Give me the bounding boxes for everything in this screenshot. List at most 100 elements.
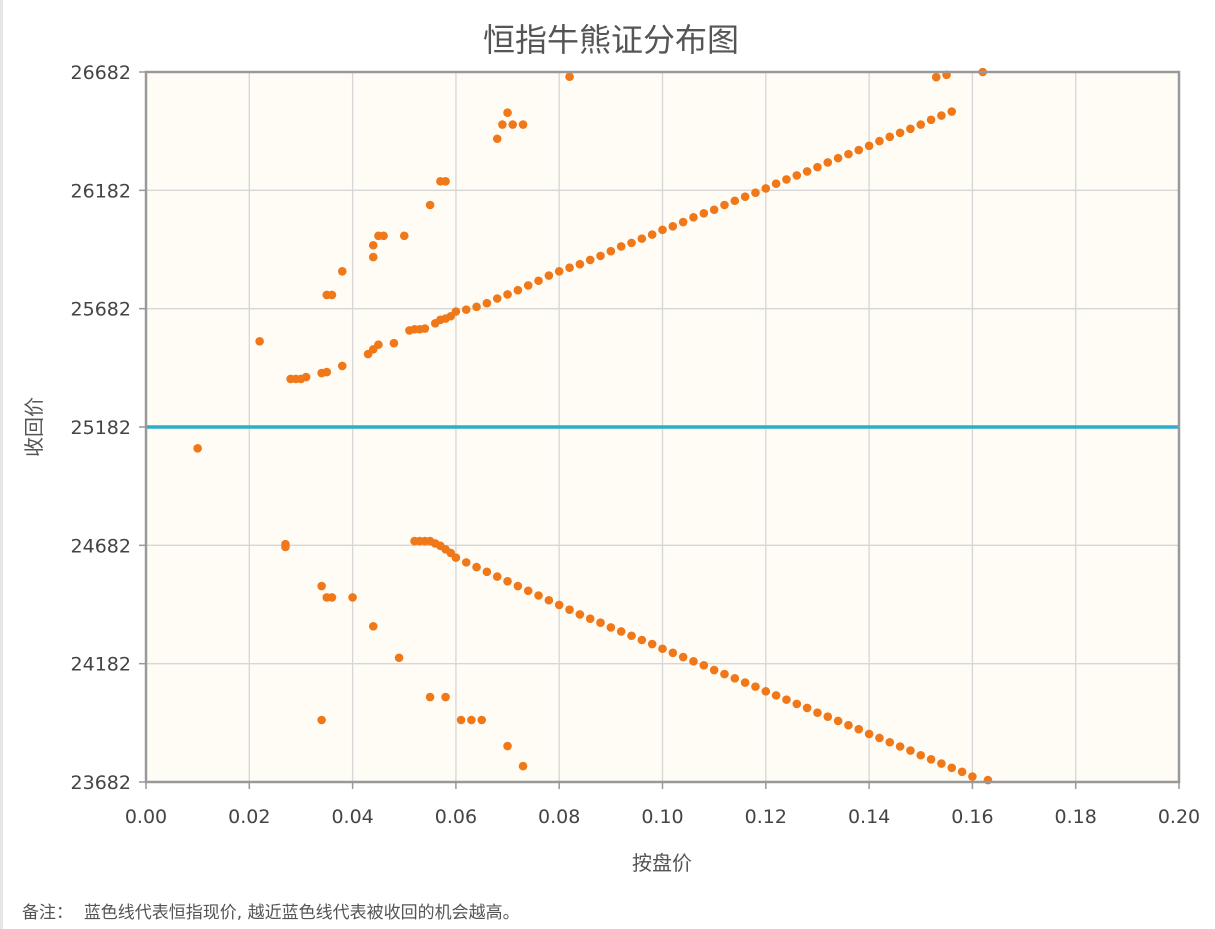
data-point: [782, 695, 791, 704]
data-point: [503, 577, 512, 586]
data-point: [503, 108, 512, 118]
data-point: [451, 553, 461, 562]
data-point: [565, 605, 574, 615]
data-point: [544, 271, 554, 280]
data-point: [616, 627, 626, 636]
footnote-text: 蓝色线代表恒指现价, 越近蓝色线代表被收回的机会越高。: [83, 903, 520, 923]
data-point: [565, 263, 574, 273]
data-point: [389, 338, 399, 348]
y-tick-label: 26182: [71, 180, 131, 202]
data-point: [575, 259, 585, 269]
data-point: [668, 222, 678, 231]
data-point: [425, 692, 435, 702]
x-tick-label: 0.06: [435, 806, 477, 828]
data-point: [792, 171, 802, 180]
data-point: [647, 230, 657, 239]
data-point: [554, 266, 564, 276]
data-point: [895, 742, 905, 751]
data-point: [957, 767, 967, 777]
data-point: [513, 285, 523, 295]
data-point: [492, 294, 502, 303]
data-point: [637, 635, 647, 645]
data-point: [875, 136, 884, 146]
data-point: [472, 562, 481, 572]
data-point: [771, 691, 781, 700]
data-point: [606, 246, 616, 256]
data-point: [699, 661, 709, 670]
data-point: [518, 120, 528, 129]
data-point: [813, 708, 822, 717]
data-point: [854, 145, 864, 155]
data-point: [926, 115, 936, 125]
data-point: [658, 225, 667, 235]
data-point: [854, 724, 864, 734]
data-point: [534, 276, 543, 286]
data-point: [503, 741, 512, 751]
data-point: [689, 657, 698, 666]
data-point: [678, 652, 688, 662]
data-point: [554, 600, 564, 610]
data-point: [740, 678, 750, 687]
data-point: [467, 715, 476, 725]
data-point: [802, 703, 812, 713]
x-axis-title: 按盘价: [632, 851, 692, 875]
data-point: [916, 120, 926, 129]
data-point: [492, 134, 502, 144]
data-point: [947, 107, 957, 116]
data-point: [885, 737, 895, 747]
data-point: [709, 665, 719, 675]
x-tick-label: 0.02: [228, 806, 270, 828]
data-point: [968, 772, 977, 781]
data-point: [668, 648, 678, 658]
data-point: [461, 305, 471, 314]
data-point: [596, 251, 605, 261]
data-point: [317, 581, 326, 591]
x-tick-label: 0.00: [125, 806, 167, 828]
data-point: [337, 361, 347, 371]
data-point: [399, 231, 409, 241]
x-tick-label: 0.20: [1158, 806, 1200, 828]
data-point: [751, 188, 760, 197]
x-tick-label: 0.08: [538, 806, 580, 828]
footnote: 备注： 蓝色线代表恒指现价, 越近蓝色线代表被收回的机会越高。: [22, 898, 520, 923]
data-point: [761, 687, 771, 696]
data-point: [844, 720, 853, 730]
footnote-label: 备注：: [22, 903, 73, 923]
data-point: [544, 595, 554, 605]
data-point: [771, 179, 781, 189]
data-point: [281, 542, 290, 552]
data-point: [875, 733, 884, 743]
scatter-chart: 恒指牛熊证分布图 0.00 0.02 0.04 0.06 0.08 0.10 0.12 0.1…: [22, 21, 1200, 875]
left-border: [0, 0, 3, 929]
data-point: [709, 205, 719, 215]
data-point: [658, 644, 667, 654]
data-point: [823, 712, 833, 721]
data-point: [255, 337, 264, 346]
data-point: [193, 444, 202, 453]
data-point: [813, 162, 822, 172]
x-tick-label: 0.04: [331, 806, 373, 828]
data-point: [689, 213, 698, 222]
data-point: [523, 586, 533, 596]
y-tick-label: 25682: [71, 299, 131, 321]
data-point: [720, 200, 729, 210]
data-point: [906, 124, 915, 134]
y-axis-ticks: 23682 24182 24682 25182 25682 26182 26682: [71, 62, 146, 794]
data-point: [585, 614, 595, 623]
data-point: [523, 281, 533, 290]
data-point: [477, 715, 487, 725]
data-point: [374, 340, 383, 349]
x-tick-label: 0.10: [641, 806, 683, 828]
data-point: [508, 120, 518, 129]
data-point: [472, 302, 481, 312]
data-point: [420, 324, 430, 333]
data-point: [937, 759, 946, 768]
data-point: [482, 298, 492, 308]
data-point: [425, 200, 435, 210]
x-tick-label: 0.18: [1055, 806, 1097, 828]
data-point: [751, 682, 760, 691]
data-point: [627, 238, 636, 248]
data-point: [864, 141, 874, 151]
data-point: [492, 572, 502, 581]
data-point: [518, 761, 528, 771]
